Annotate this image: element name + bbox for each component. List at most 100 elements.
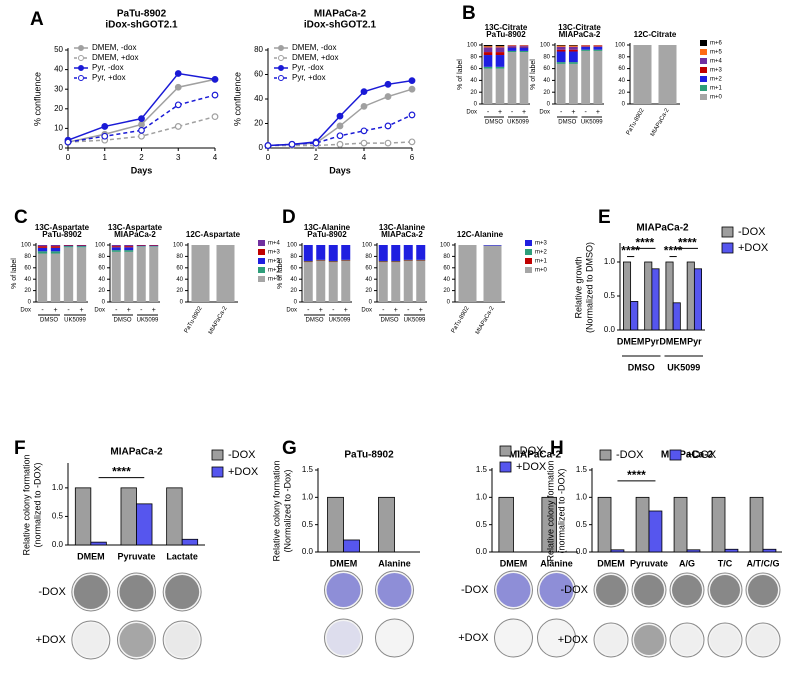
x-tick-label: PaTu-8902 [184,305,204,334]
legend-marker [278,75,284,81]
point [101,132,109,140]
y-tick-label: 0.0 [576,547,588,556]
point [384,139,392,147]
point [408,77,416,85]
bar-segment [495,66,505,69]
legend-label: m+5 [710,50,723,56]
bar-segment [124,245,134,247]
y-tick-label: 100 [540,43,551,49]
bar-segment [50,247,61,252]
bar-segment [328,261,338,263]
bar-segment [111,251,121,302]
point [336,122,344,130]
legend-swatch [258,249,265,255]
bar-segment [37,251,48,254]
legend-swatch [258,267,265,273]
legend-label: +DOX [228,466,259,478]
x-tick-label: - [382,307,385,314]
legend-swatch [211,449,224,461]
panel-letter: A [30,9,44,30]
colony-stain [377,573,412,607]
group-label: UK5099 [507,120,529,126]
colony-well [117,620,156,660]
y-tick-label: 60 [98,265,105,271]
bar-segment [76,246,87,248]
legend-label: +DOX [686,449,717,461]
x-tick-label: Pyr [687,336,702,346]
panel-letter: F [14,438,26,459]
y-tick-label: 80 [254,45,263,54]
legend-swatch [700,76,707,82]
bar-segment [37,253,48,302]
point [408,85,416,93]
colony-stain [539,573,574,607]
colony-stain [165,575,200,609]
point [138,126,145,134]
bar-segment [416,260,426,261]
bar [498,496,514,553]
y-tick-label: 0.0 [476,547,488,556]
bar-segment [483,245,502,302]
bar-segment [50,245,61,247]
x-tick-label: DMEM [597,558,625,568]
bar-segment [581,49,591,51]
bar-segment [495,52,505,56]
legend-swatch [499,461,512,473]
row-label: Dox [94,308,105,314]
x-tick-label: + [394,307,398,314]
y-axis-label: Relative growth [573,256,583,318]
colony-stain [74,623,108,657]
legend-swatch [721,242,734,254]
bar [597,496,612,553]
bar-segment [593,45,603,46]
bar-segment [403,245,413,260]
colony-row-label: +DOX [458,632,489,644]
bar-segment [556,45,566,46]
group-label: DMSO [628,362,655,372]
x-tick-label: - [115,307,118,314]
y-tick-label: 80 [443,254,450,260]
y-tick-label: 20 [470,90,477,96]
point [211,113,219,121]
bar-segment [593,50,603,104]
group-label: DMSO [40,318,58,324]
legend-label: m+0 [710,95,723,101]
legend-label: -DOX [516,445,544,457]
bar-segment [581,46,591,47]
bar-segment [76,245,87,246]
y-tick-label: 20 [290,288,297,294]
significance-label: **** [664,244,683,258]
legend-marker [78,65,84,71]
colony-row-label: -DOX [38,586,66,598]
y-tick-label: 100 [287,243,298,249]
colony-well [494,618,533,658]
x-tick-label: 0 [66,153,71,162]
bar-segment [568,45,578,46]
y-tick-label: 0 [547,102,551,108]
colony-stain [326,621,361,655]
bar-segment [149,246,159,247]
bar [181,538,199,546]
colony-stain [73,575,108,609]
x-tick-label: + [498,109,502,116]
group-label: DMSO [558,120,576,126]
colony-stain [748,625,778,655]
bar [644,261,653,331]
x-tick-label: MIAPaCa-2 [650,107,671,137]
y-tick-label: 40 [618,78,625,84]
y-axis-label: Relative colony formation [21,454,31,555]
legend-label: m+4 [710,59,723,65]
panel-letter: C [14,207,28,228]
bar-segment [391,261,401,263]
legend-swatch [525,249,532,255]
y-axis-label: Relative colony formation [545,460,555,561]
legend-swatch [525,240,532,246]
colony-well [537,618,576,658]
row-label: Dox [286,308,297,314]
x-tick-label: A/G [679,558,695,568]
bar-segment [581,45,591,46]
legend-label: m+3 [535,241,548,247]
x-tick-label: + [571,109,575,116]
bar-segment [495,47,505,53]
bar-segment [568,63,578,104]
